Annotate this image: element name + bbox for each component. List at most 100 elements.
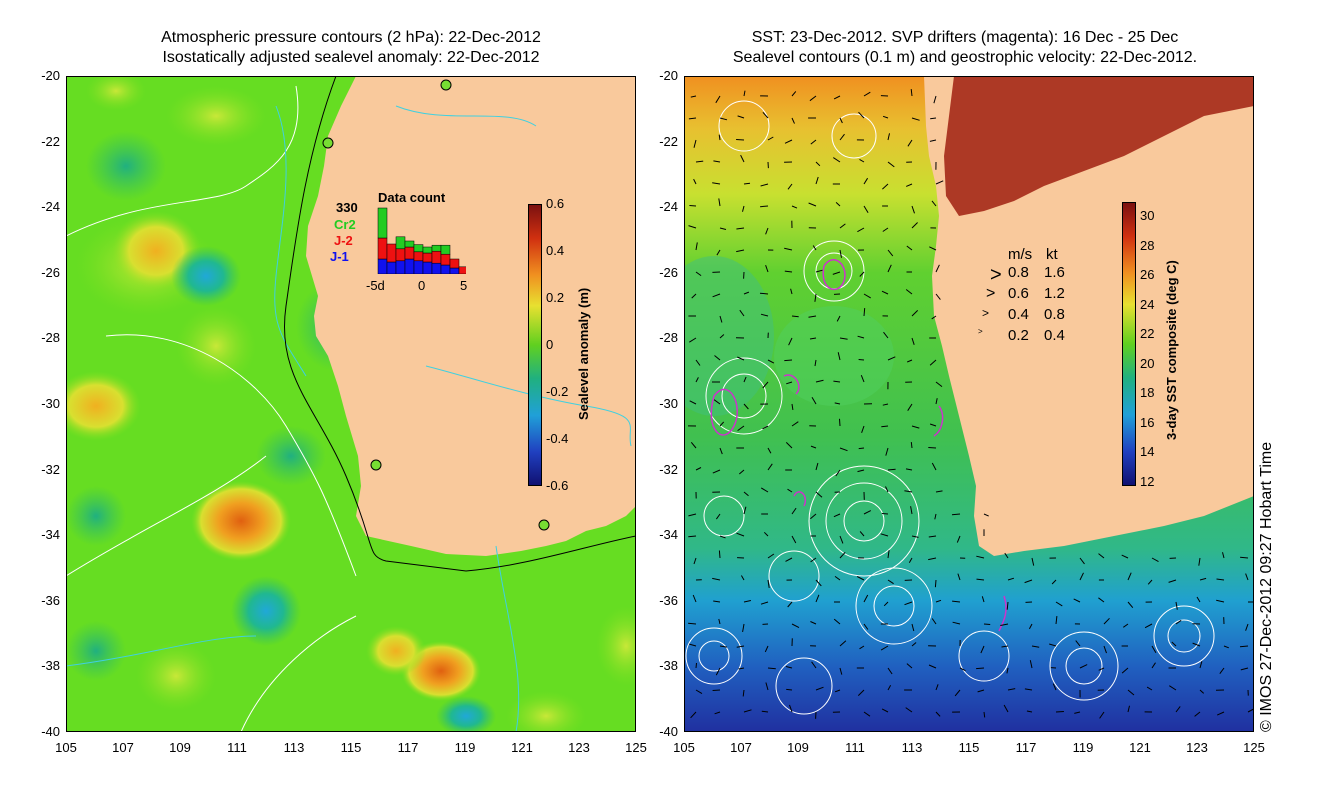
velocity-legend-kt: 1.6 (1044, 264, 1065, 281)
velocity-arrow (1003, 704, 1009, 713)
velocity-arrow (931, 462, 937, 471)
velocity-arrow (863, 205, 869, 214)
velocity-arrow (743, 376, 747, 383)
velocity-arrow (791, 535, 797, 544)
velocity-arrow (931, 618, 937, 625)
velocity-arrow (887, 249, 894, 257)
colorbar-tick: 28 (1140, 237, 1155, 253)
velocity-arrow (976, 578, 985, 581)
velocity-arrow (1127, 601, 1134, 609)
velocity-arrow (887, 685, 892, 691)
velocity-arrow (815, 686, 824, 691)
lat-tick: -36 (659, 592, 678, 608)
velocity-arrow (856, 576, 865, 581)
lat-tick: -28 (659, 330, 678, 346)
right-title-line2: Sealevel contours (0.1 m) and geostrophi… (732, 49, 1198, 66)
data-count-axis-label: -5d (366, 278, 385, 293)
data-count-bar-j1 (395, 260, 406, 274)
data-count-bar-j1 (422, 261, 433, 274)
velocity-arrow (881, 513, 889, 515)
data-count-bar-j2 (395, 248, 406, 262)
velocity-arrow-icon: > (978, 327, 983, 336)
velocity-arrow (860, 375, 865, 383)
lat-tick: -32 (41, 461, 60, 477)
velocity-arrow (1055, 601, 1063, 607)
velocity-arrow (929, 423, 937, 427)
velocity-arrow (762, 111, 769, 119)
velocity-arrow (815, 176, 819, 185)
velocity-arrow (863, 711, 871, 717)
data-count-bar-cr2 (404, 240, 415, 248)
velocity-arrow (833, 157, 841, 163)
velocity-arrow (743, 403, 749, 410)
data-count-bar-cr2 (440, 244, 451, 255)
sealevel-anomaly-map[interactable] (66, 76, 636, 732)
velocity-arrow (808, 315, 817, 318)
lon-tick: 119 (454, 740, 476, 755)
velocity-arrow (928, 557, 937, 561)
velocity-arrow (765, 265, 769, 273)
velocity-arrow (743, 291, 750, 295)
velocity-arrow (1000, 623, 1009, 626)
velocity-arrow (740, 575, 745, 581)
velocity-arrow (767, 553, 775, 559)
velocity-arrow (719, 535, 726, 539)
velocity-arrow (935, 293, 941, 300)
velocity-arrow (887, 550, 890, 559)
right-title-line1: SST: 23-Dec-2012. SVP drifters (magenta)… (751, 29, 1179, 46)
velocity-arrow (977, 689, 985, 693)
colorbar-tick: 24 (1140, 296, 1155, 312)
velocity-arrow (688, 535, 697, 538)
velocity-arrow (791, 205, 798, 209)
velocity-arrow (762, 425, 769, 430)
velocity-arrow (736, 139, 745, 141)
velocity-arrow (911, 222, 918, 229)
velocity-arrow (714, 355, 721, 361)
velocity-arrow (762, 381, 769, 389)
velocity-arrow (976, 667, 985, 670)
lon-tick: 111 (845, 740, 865, 755)
velocity-arrow (1194, 711, 1201, 717)
velocity-arrow (1001, 645, 1009, 648)
velocity-arrow (719, 117, 728, 121)
velocity-arrow (983, 623, 991, 625)
velocity-legend-ms: 0.4 (1008, 306, 1029, 323)
velocity-arrow (1127, 572, 1132, 581)
data-count-bar-j1 (431, 262, 442, 274)
velocity-arrow (957, 573, 961, 581)
velocity-arrow (882, 403, 889, 406)
lat-tick: -30 (41, 396, 60, 411)
velocity-arrow (742, 689, 745, 697)
velocity-arrow (908, 557, 913, 563)
velocity-arrow (1073, 598, 1081, 603)
lat-tick: -20 (41, 68, 60, 83)
velocity-arrow (906, 663, 913, 669)
velocity-arrow (786, 381, 793, 385)
velocity-legend-kt: 0.8 (1044, 306, 1065, 323)
velocity-arrow (1216, 578, 1225, 581)
velocity-arrow (1103, 617, 1110, 625)
velocity-arrow (743, 182, 751, 185)
colorbar-tick: 0.2 (546, 290, 565, 305)
lon-tick: 107 (730, 740, 752, 755)
left-title-line2: Isostatically adjusted sealevel anomaly:… (162, 49, 540, 66)
sst-map[interactable] (684, 76, 1254, 732)
velocity-arrow (815, 161, 821, 167)
velocity-arrow (814, 293, 817, 302)
velocity-arrow (1239, 645, 1249, 648)
velocity-arrow (935, 684, 939, 691)
velocity-arrow (784, 247, 793, 251)
velocity-arrow (839, 117, 843, 124)
velocity-arrow (790, 288, 793, 295)
lon-tick: 105 (55, 740, 77, 755)
velocity-arrow (1196, 596, 1201, 603)
velocity-arrow (764, 645, 769, 653)
velocity-arrow (911, 642, 917, 647)
velocity-arrow (691, 293, 697, 299)
velocity-arrow (863, 177, 869, 185)
velocity-arrow (1240, 667, 1249, 671)
colorbar-tick: 16 (1140, 414, 1155, 430)
colorbar-tick: -0.4 (546, 431, 569, 446)
velocity-arrow (767, 447, 772, 454)
velocity-arrow (715, 95, 721, 104)
